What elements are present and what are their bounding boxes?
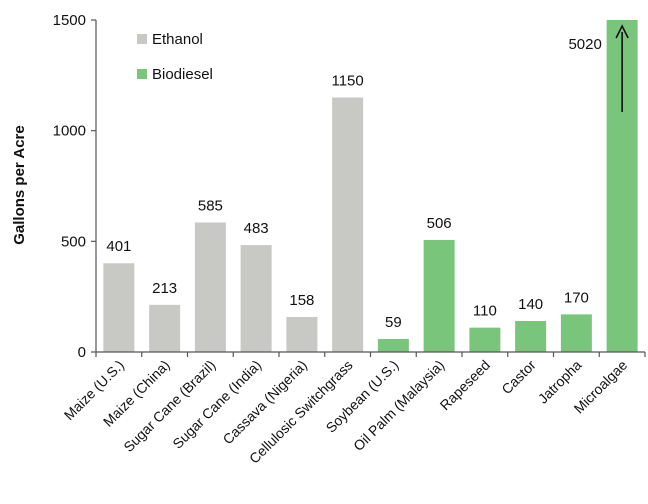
legend-label: Ethanol xyxy=(152,31,203,48)
category-label: Castor xyxy=(498,357,539,398)
legend-swatch xyxy=(137,69,147,79)
category-label: Cassava (Nigeria) xyxy=(219,357,310,448)
data-label: 5020 xyxy=(568,36,601,53)
legend: Ethanol Biodiesel xyxy=(137,31,213,83)
arrow-head xyxy=(615,24,629,39)
data-label: 213 xyxy=(152,280,177,297)
category-labels: Maize (U.S.)Maize (China)Sugar Cane (Bra… xyxy=(61,357,631,467)
data-label: 1150 xyxy=(331,72,363,89)
bar xyxy=(149,304,181,352)
data-label: 585 xyxy=(198,198,223,215)
bar xyxy=(240,245,272,352)
data-labels: 401 213 585 483 158 1150 59 506 110 140 170 5020 xyxy=(106,36,601,331)
bar xyxy=(515,321,547,352)
y-tick-label: 0 xyxy=(78,344,86,361)
data-label: 170 xyxy=(564,289,589,306)
overflow-arrow xyxy=(615,24,629,112)
data-label: 401 xyxy=(106,238,131,255)
y-axis-label: Gallons per Acre xyxy=(11,125,28,245)
bar xyxy=(469,327,501,352)
data-label: 506 xyxy=(427,215,452,232)
data-label: 158 xyxy=(289,292,314,309)
bar xyxy=(332,97,364,352)
y-axis: 0 500 1000 1500 xyxy=(53,12,97,361)
data-label: 59 xyxy=(385,314,402,331)
bar xyxy=(423,240,455,352)
bar xyxy=(103,263,135,352)
category-label: Rapeseed xyxy=(437,357,493,413)
legend-swatch xyxy=(137,34,147,44)
data-label: 140 xyxy=(518,296,543,313)
y-tick-label: 1500 xyxy=(53,12,86,29)
y-tick-label: 500 xyxy=(61,233,86,250)
bar xyxy=(560,314,592,352)
bar xyxy=(377,338,409,352)
data-label: 483 xyxy=(244,220,269,237)
category-label: Oil Palm (Malaysia) xyxy=(350,357,447,454)
y-tick-label: 1000 xyxy=(53,123,86,140)
legend-label: Biodiesel xyxy=(152,66,213,83)
bar xyxy=(194,222,226,352)
data-label: 110 xyxy=(473,303,497,320)
x-axis xyxy=(95,351,646,357)
bar xyxy=(286,317,318,352)
